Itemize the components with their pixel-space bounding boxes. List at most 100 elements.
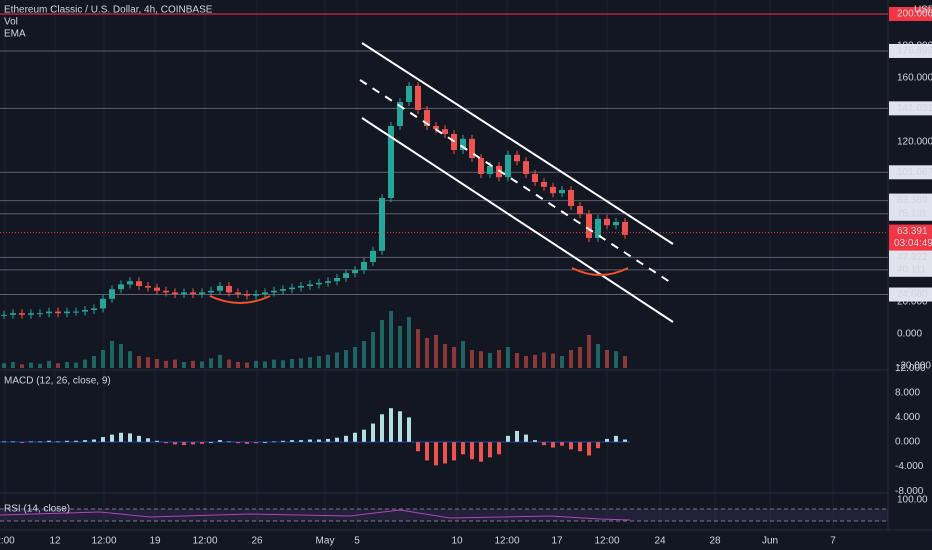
macd-bar bbox=[434, 442, 438, 466]
macd-bar bbox=[578, 442, 582, 452]
price-tick-label: -20.000 bbox=[897, 361, 931, 372]
macd-bar bbox=[299, 440, 303, 442]
volume-bar bbox=[164, 360, 168, 368]
candle bbox=[379, 198, 385, 251]
symbol-title: Ethereum Classic / U.S. Dollar, 4h, COIN… bbox=[4, 5, 213, 16]
volume-bar bbox=[209, 358, 213, 368]
volume-bar bbox=[65, 362, 69, 368]
macd-tick-label: 4.000 bbox=[895, 412, 920, 423]
time-label: 7 bbox=[830, 536, 836, 547]
volume-bar bbox=[227, 359, 231, 368]
candle bbox=[523, 161, 529, 174]
level-label: 75.131 bbox=[897, 208, 928, 219]
volume-bar bbox=[56, 363, 60, 368]
candle bbox=[226, 286, 232, 293]
macd-bar bbox=[281, 440, 285, 442]
volume-bar bbox=[29, 362, 33, 368]
candle bbox=[271, 290, 277, 293]
candle bbox=[136, 281, 142, 286]
volume-bar bbox=[146, 357, 150, 368]
volume-bar bbox=[182, 362, 186, 368]
macd-bar bbox=[326, 438, 330, 442]
candle bbox=[217, 286, 223, 291]
rsi-band bbox=[0, 509, 888, 521]
volume-bar bbox=[299, 358, 303, 368]
candle bbox=[325, 281, 331, 283]
price-tick-label: 120.000 bbox=[897, 137, 932, 148]
macd-tick-label: -8.000 bbox=[895, 486, 924, 497]
volume-bar bbox=[317, 356, 321, 368]
candle bbox=[190, 292, 196, 294]
volume-bar bbox=[380, 320, 384, 368]
candle bbox=[172, 292, 178, 294]
macd-bar bbox=[479, 442, 483, 462]
candle bbox=[28, 313, 34, 315]
level-label-box bbox=[889, 250, 932, 265]
currency-label: USD bbox=[914, 5, 932, 16]
volume-bar bbox=[38, 363, 42, 368]
volume-bar bbox=[407, 317, 411, 368]
candle bbox=[253, 294, 259, 296]
volume-bar bbox=[497, 350, 501, 368]
channel-mid bbox=[359, 79, 671, 283]
volume-bar bbox=[623, 356, 627, 368]
candle bbox=[82, 310, 88, 312]
volume-bar bbox=[416, 329, 420, 368]
time-label: Jun bbox=[762, 536, 778, 547]
time-label: 26 bbox=[251, 536, 263, 547]
macd-bar bbox=[164, 442, 168, 444]
macd-bar bbox=[353, 432, 357, 442]
volume-bar bbox=[362, 341, 366, 368]
macd-bar bbox=[551, 442, 555, 448]
macd-bar bbox=[506, 435, 510, 442]
candle bbox=[487, 166, 493, 174]
level-label-box bbox=[889, 193, 932, 208]
rsi-line bbox=[0, 509, 631, 521]
volume-bar bbox=[236, 362, 240, 368]
bottom-arc bbox=[209, 295, 271, 304]
volume-bar bbox=[398, 326, 402, 368]
volume-bar bbox=[281, 360, 285, 368]
level-label-box bbox=[889, 165, 932, 180]
volume-bar bbox=[425, 338, 429, 368]
candle bbox=[307, 284, 313, 286]
macd-tick-label: 8.000 bbox=[895, 387, 920, 398]
last-price-label: 63.391 bbox=[897, 226, 928, 237]
time-label: 2:00 bbox=[0, 536, 15, 547]
candle bbox=[622, 222, 628, 235]
volume-bar bbox=[371, 332, 375, 368]
price-tick-label: 0.000 bbox=[897, 329, 922, 340]
macd-bar bbox=[524, 434, 528, 442]
volume-bar bbox=[92, 356, 96, 368]
macd-bar bbox=[146, 438, 150, 442]
volume-bar bbox=[119, 344, 123, 368]
level-label-box bbox=[889, 206, 932, 221]
volume-bar bbox=[353, 347, 357, 368]
macd-bar bbox=[245, 442, 249, 444]
volume-bar bbox=[173, 359, 177, 368]
plot-layer bbox=[0, 0, 888, 530]
volume-bar bbox=[335, 352, 339, 368]
candle bbox=[1, 314, 7, 316]
time-label: May bbox=[316, 536, 335, 547]
candle bbox=[316, 282, 322, 285]
candle bbox=[397, 102, 403, 126]
candle bbox=[460, 138, 466, 150]
macd-bar bbox=[128, 433, 132, 442]
candle bbox=[577, 206, 583, 214]
candle bbox=[19, 313, 25, 315]
candle bbox=[64, 311, 70, 314]
candle bbox=[568, 190, 574, 206]
macd-bar bbox=[308, 439, 312, 442]
candle bbox=[334, 278, 340, 282]
axis-layer: 180.000160.000120.00020.0000.000-20.0002… bbox=[0, 5, 932, 547]
macd-bar bbox=[344, 435, 348, 442]
macd-bar bbox=[137, 435, 141, 442]
candle bbox=[406, 86, 412, 102]
candle bbox=[154, 287, 160, 291]
volume-bar bbox=[101, 350, 105, 368]
macd-bar bbox=[371, 423, 375, 442]
volume-bar bbox=[290, 359, 294, 368]
macd-bar bbox=[443, 442, 447, 464]
